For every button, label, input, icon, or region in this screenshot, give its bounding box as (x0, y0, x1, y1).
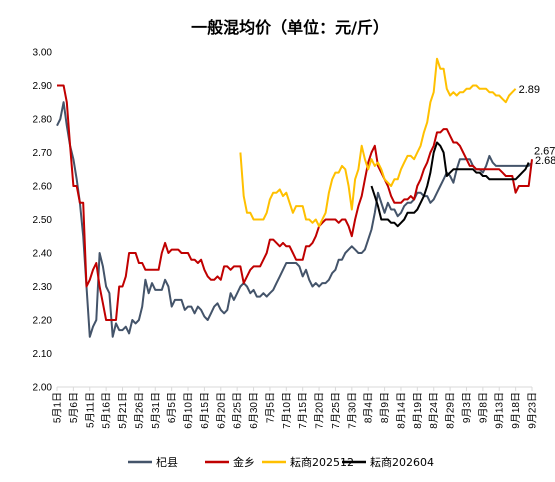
legend-label: 杞县 (156, 455, 178, 469)
x-tick-label: 5月31日 (150, 392, 162, 429)
x-tick-label: 6月30日 (248, 392, 260, 429)
x-tick-label: 8月9日 (379, 392, 391, 423)
end-labels: 2.89 2.672.68 (519, 84, 555, 167)
y-tick-label: 2.80 (33, 115, 53, 126)
x-tick-label: 5月6日 (68, 392, 80, 423)
y-tick-label: 2.70 (33, 148, 53, 159)
x-tick-label: 7月10日 (281, 392, 293, 429)
y-tick-label: 2.00 (33, 383, 53, 394)
x-tick-label: 8月24日 (428, 392, 440, 429)
x-tick-label: 9月8日 (477, 392, 489, 423)
x-tick-label: 6月25日 (232, 392, 244, 429)
y-tick-label: 2.10 (33, 349, 53, 360)
x-tick-label: 6月15日 (199, 392, 211, 429)
x-tick-label: 8月4日 (363, 392, 375, 423)
x-tick-label: 7月5日 (264, 392, 276, 423)
series-line-2 (239, 57, 517, 228)
x-tick-label: 6月20日 (215, 392, 227, 429)
x-tick-label: 9月3日 (461, 392, 473, 423)
x-tick-label: 9月18日 (510, 392, 522, 429)
x-tick-label: 8月19日 (412, 392, 424, 429)
series-lines (56, 57, 533, 338)
legend-label: 耘商202604 (370, 455, 434, 469)
x-tick-label: 8月14日 (395, 392, 407, 429)
end-value-label: 2.67 (534, 146, 555, 158)
x-tick-label: 5月1日 (52, 392, 64, 423)
x-tick-label: 5月26日 (133, 392, 145, 429)
x-tick-label: 7月30日 (346, 392, 358, 429)
y-tick-label: 2.40 (33, 249, 53, 260)
series-line-3 (370, 141, 530, 228)
x-tick-label: 5月16日 (101, 392, 113, 429)
y-tick-label: 2.30 (33, 282, 53, 293)
y-axis: 2.00 2.10 2.20 2.30 2.40 2.50 2.60 2.70 2.80 2.90… (33, 48, 53, 394)
x-tick-label: 7月20日 (314, 392, 326, 429)
x-tick-label: 7月15日 (297, 392, 309, 429)
series-line-0 (56, 101, 533, 338)
x-tick-label: 9月23日 (527, 392, 539, 429)
x-tick-label: 5月11日 (84, 392, 96, 428)
x-tick-label: 9月13日 (494, 392, 506, 429)
y-tick-label: 3.00 (33, 48, 53, 59)
legend: 杞县 金乡 耘商202512 耘商202604 (128, 455, 434, 469)
x-tick-labels: 5月1日 5月6日 5月11日 5月16日 5月21日 5月26日 5月31日 6月5日 6月1… (52, 392, 539, 429)
x-tick-label: 6月5日 (166, 392, 178, 423)
x-tick-label: 6月10日 (183, 392, 195, 429)
y-tick-label: 2.20 (33, 316, 53, 327)
end-value-label: 2.89 (519, 84, 540, 96)
y-tick-label: 2.90 (33, 81, 53, 92)
x-tick-label: 8月29日 (445, 392, 457, 429)
x-axis (56, 386, 533, 391)
series-line-1 (57, 84, 533, 321)
chart-title: 一般混均价（单位：元/斤） (191, 18, 389, 37)
y-tick-label: 2.50 (33, 215, 53, 226)
end-value-label: 2.68 (535, 155, 555, 167)
x-tick-label: 5月21日 (117, 392, 129, 429)
legend-label: 金乡 (233, 455, 255, 469)
y-tick-label: 2.60 (33, 182, 53, 193)
x-tick-label: 7月25日 (330, 392, 342, 429)
legend-label: 耘商202512 (290, 455, 354, 469)
